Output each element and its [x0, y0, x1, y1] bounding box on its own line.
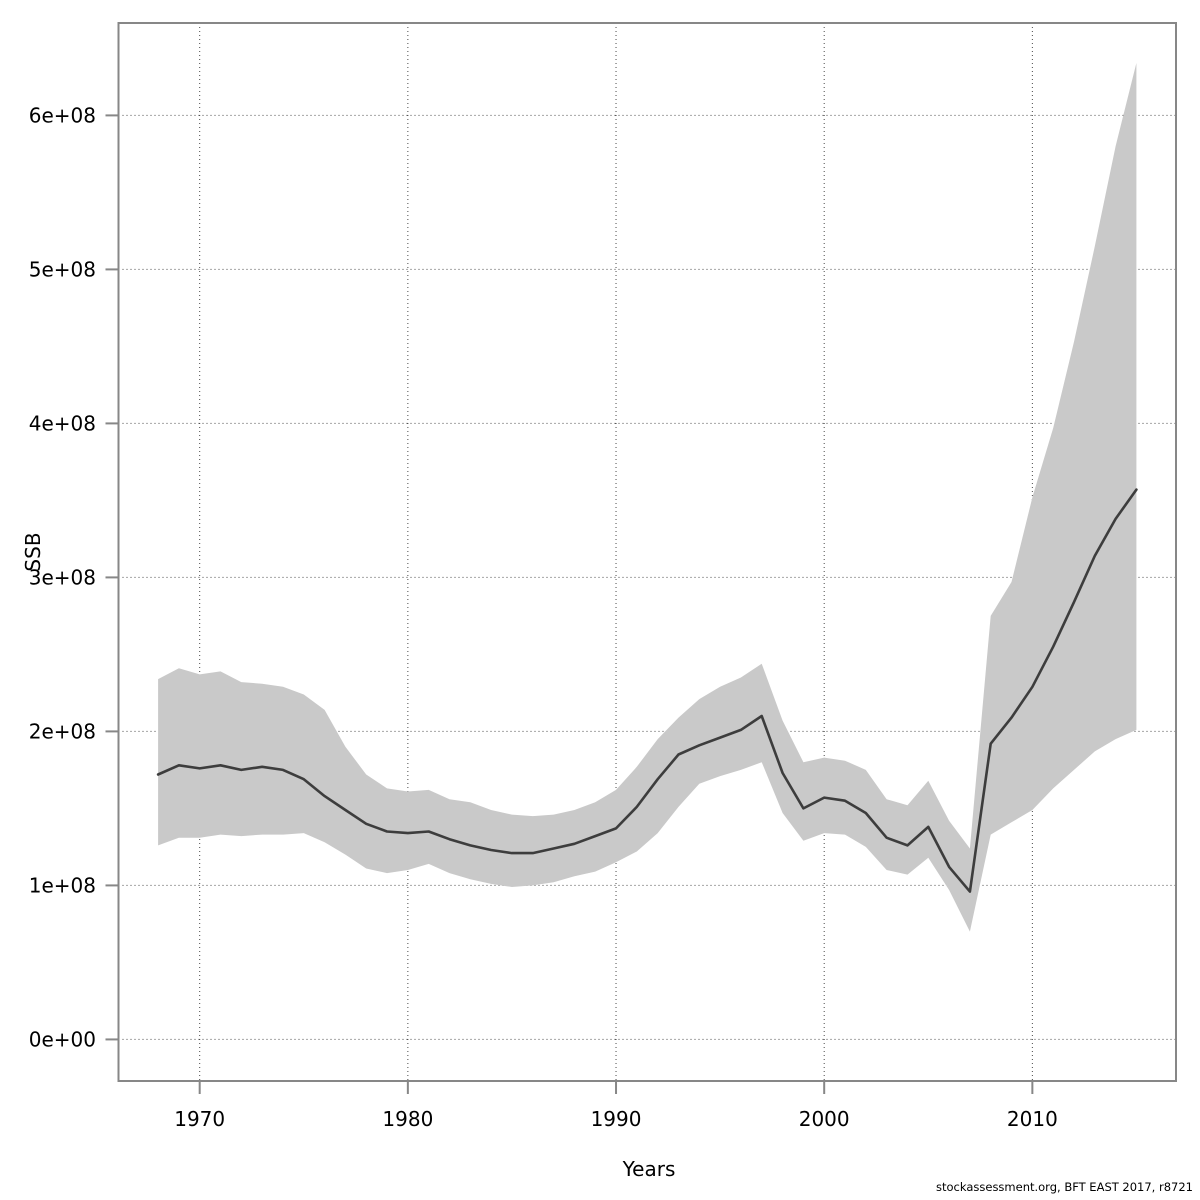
y-tick-label: 6e+08 [29, 103, 96, 127]
x-tick-label: 1970 [174, 1107, 225, 1131]
x-tick-label: 2000 [799, 1107, 850, 1131]
y-tick-label: 0e+00 [29, 1027, 96, 1051]
confidence-band [158, 63, 1137, 932]
x-tick-label: 1990 [591, 1107, 642, 1131]
plot-border [117, 22, 1177, 1082]
y-tick-label: 5e+08 [29, 257, 96, 281]
attribution-text: stockassessment.org, BFT EAST 2017, r872… [936, 1180, 1193, 1194]
y-axis-title: SSB [21, 532, 45, 571]
y-tick-label: 4e+08 [29, 411, 96, 435]
y-tick-label: 3e+08 [29, 565, 96, 589]
x-tick-label: 2010 [1007, 1107, 1058, 1131]
y-tick-label: 1e+08 [29, 873, 96, 897]
gridlines [118, 23, 1176, 1081]
x-axis-title: Years [622, 1157, 676, 1181]
axis-ticks [105, 114, 1034, 1094]
y-tick-label: 2e+08 [29, 719, 96, 743]
y-axis-tick-labels: 0e+00 1e+08 2e+08 3e+08 4e+08 5e+08 6e+08 [29, 103, 96, 1051]
x-tick-label: 1980 [382, 1107, 433, 1131]
x-axis-tick-labels: 1970 1980 1990 2000 2010 [174, 1107, 1058, 1131]
median-line [156, 488, 1138, 893]
